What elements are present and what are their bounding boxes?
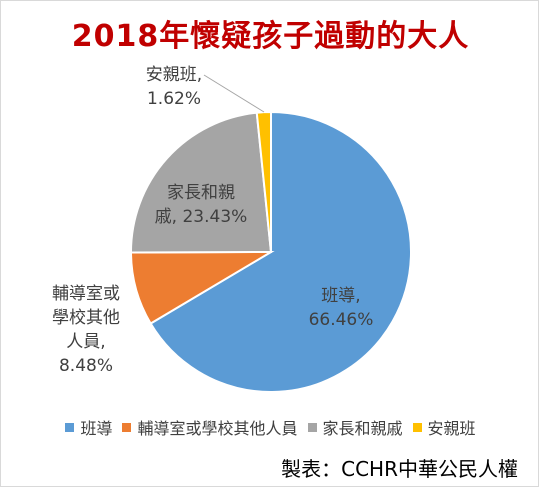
data-label-安親班: 安親班, 1.62%: [145, 65, 203, 109]
data-label-輔導室或學校其他人員: 輔導室或 學校其他 人員, 8.48%: [52, 284, 120, 376]
legend-label: 家長和親戚: [322, 419, 403, 438]
legend-item-安親班: 安親班: [412, 415, 476, 439]
legend-swatch: [122, 422, 132, 432]
legend-item-家長和親戚: 家長和親戚: [307, 415, 403, 439]
legend-item-班導: 班導: [65, 415, 112, 439]
legend-label: 輔導室或學校其他人員: [137, 419, 298, 438]
chart-title: 2018年懷疑孩子過動的大人: [71, 19, 470, 54]
legend-label: 班導: [80, 419, 113, 438]
data-label-家長和親戚: 家長和親 戚, 23.43%: [154, 183, 248, 227]
leader-line-安親班: [203, 74, 265, 113]
data-label-班導: 班導, 66.46%: [308, 286, 374, 330]
legend-item-輔導室或學校其他人員: 輔導室或學校其他人員: [122, 415, 298, 439]
legend-swatch: [412, 422, 422, 432]
legend-swatch: [307, 422, 317, 432]
legend-swatch: [65, 422, 75, 432]
pie-slice-班導: [149, 110, 412, 393]
pie-slice-家長和親戚: [129, 111, 273, 254]
source-note: 製表：CCHR中華公民人權: [281, 457, 518, 481]
legend: 班導 輔導室或學校其他人員 家長和親戚 安親班: [1, 415, 539, 439]
legend-label: 安親班: [427, 419, 476, 438]
